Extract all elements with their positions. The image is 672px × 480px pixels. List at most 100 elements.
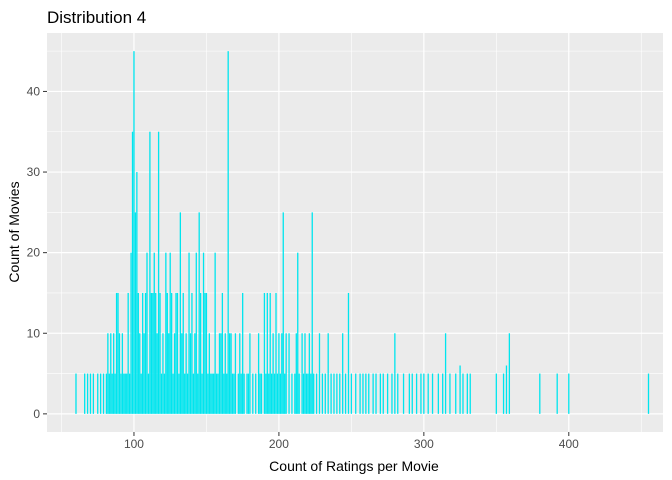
y-tick-label: 40	[27, 84, 41, 98]
bar	[279, 373, 282, 414]
bar	[213, 373, 215, 414]
bar	[408, 373, 411, 414]
bar	[120, 373, 122, 414]
bar	[188, 252, 190, 414]
y-axis-title: Count of Movies	[6, 181, 22, 282]
bar	[375, 373, 377, 414]
bar	[347, 292, 350, 414]
bar	[307, 373, 309, 414]
bar	[105, 373, 108, 414]
bar	[131, 131, 134, 414]
bar	[239, 333, 241, 414]
bar	[114, 373, 116, 414]
bar	[402, 373, 405, 414]
bar	[266, 292, 268, 414]
bar	[282, 212, 284, 414]
bar	[505, 365, 508, 414]
bar	[294, 373, 296, 414]
bar	[214, 252, 216, 414]
bar	[143, 333, 145, 414]
bar	[298, 373, 300, 414]
bar	[139, 333, 141, 414]
bar	[423, 373, 425, 414]
bar	[223, 373, 225, 414]
bar	[359, 373, 361, 414]
bar	[118, 333, 121, 414]
bar	[136, 172, 138, 414]
bar	[568, 373, 570, 414]
bar	[315, 373, 318, 414]
bar	[179, 212, 181, 414]
bar	[89, 373, 92, 414]
x-tick-label: 100	[124, 437, 144, 451]
bar	[295, 333, 297, 414]
bar	[269, 292, 271, 414]
bar	[149, 131, 151, 414]
bar	[126, 373, 128, 414]
bar	[157, 131, 160, 414]
bar	[247, 373, 250, 414]
bar	[211, 373, 213, 414]
bar	[304, 333, 306, 414]
bar	[420, 373, 422, 414]
bar	[344, 373, 347, 414]
bar	[391, 373, 393, 414]
bar	[394, 333, 396, 414]
bar	[265, 373, 267, 414]
bar	[97, 373, 99, 414]
bar	[121, 333, 124, 414]
bar	[263, 292, 266, 414]
bar	[108, 373, 110, 414]
bar	[302, 373, 305, 414]
bar	[355, 373, 357, 414]
bar	[379, 373, 382, 414]
bar	[181, 333, 183, 414]
bar	[462, 373, 464, 414]
bar	[288, 333, 290, 414]
bar	[152, 292, 154, 414]
bar	[185, 333, 187, 414]
bar	[311, 212, 313, 414]
x-axis: 100 200 300 400	[124, 432, 579, 451]
bar	[272, 333, 274, 414]
bar	[168, 333, 170, 414]
bar	[284, 373, 286, 414]
bar	[127, 292, 129, 414]
bar	[210, 373, 212, 414]
bar	[172, 373, 174, 414]
bar	[111, 373, 113, 414]
bar	[469, 373, 471, 414]
y-tick-label: 20	[27, 246, 41, 260]
bar	[134, 212, 137, 414]
bar	[442, 373, 444, 414]
bar	[207, 373, 209, 414]
bar	[281, 333, 283, 414]
bar	[444, 333, 447, 414]
bar	[156, 333, 158, 414]
bar	[285, 333, 287, 414]
bar	[147, 373, 150, 414]
bar	[221, 292, 224, 414]
bar	[257, 333, 260, 414]
bar	[268, 373, 270, 414]
bar	[163, 373, 166, 414]
bar	[333, 373, 335, 414]
bar	[339, 373, 341, 414]
bar	[327, 333, 329, 414]
bar	[252, 373, 254, 414]
bar	[133, 51, 135, 414]
bar	[415, 373, 418, 414]
bar	[75, 373, 77, 414]
bar	[178, 373, 180, 414]
bar	[231, 373, 234, 414]
bar	[449, 373, 451, 414]
bar	[240, 373, 242, 414]
bar	[321, 373, 324, 414]
bar	[186, 373, 189, 414]
bar	[137, 292, 139, 414]
bar	[362, 373, 364, 414]
bar	[234, 333, 237, 414]
bar	[291, 373, 293, 414]
bar	[128, 373, 131, 414]
